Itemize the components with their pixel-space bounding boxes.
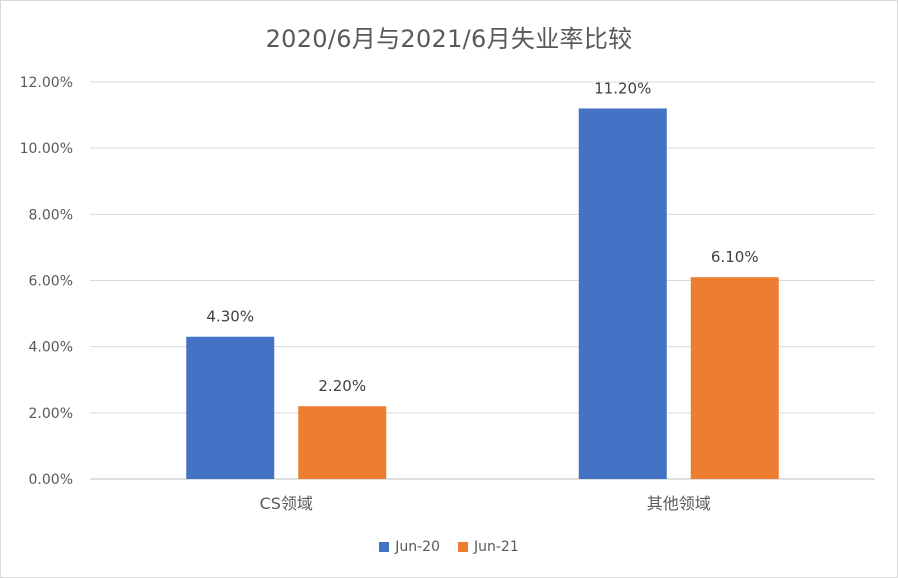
y-tick-label: 2.00% — [29, 406, 73, 422]
legend-label-jun-21: Jun-21 — [474, 539, 519, 555]
y-tick-label: 10.00% — [20, 141, 73, 157]
y-tick-label: 0.00% — [29, 472, 73, 488]
legend-swatch-jun-20 — [379, 542, 390, 552]
legend-label-jun-20: Jun-20 — [395, 539, 440, 555]
data-label: 6.10% — [711, 248, 759, 266]
bar-jun-20-1 — [578, 108, 667, 479]
bar-jun-20-0 — [186, 336, 275, 479]
chart-title: 2020/6月与2021/6月失业率比较 — [265, 25, 633, 53]
legend-item-jun-21: Jun-21 — [458, 539, 519, 555]
y-tick-label: 12.00% — [20, 75, 73, 91]
category-labels: CS领域 其他领域 — [260, 494, 711, 513]
legend: Jun-20 Jun-21 — [1, 539, 897, 555]
bar-jun-21-1 — [690, 277, 779, 479]
category-label: 其他领域 — [647, 494, 711, 513]
data-label: 4.30% — [206, 308, 254, 326]
data-labels: 4.30% 2.20% 11.20% 6.10% — [206, 79, 758, 395]
y-tick-label: 4.00% — [29, 340, 73, 356]
bar-jun-21-0 — [298, 406, 387, 479]
category-label: CS领域 — [260, 494, 313, 513]
data-label: 2.20% — [318, 377, 366, 395]
y-tick-label: 6.00% — [29, 274, 73, 290]
bars — [186, 108, 779, 479]
y-axis-ticks: 0.00% 2.00% 4.00% 6.00% 8.00% 10.00% 12.00% — [20, 75, 73, 488]
data-label: 11.20% — [594, 79, 651, 97]
legend-swatch-jun-21 — [458, 542, 468, 552]
legend-item-jun-20: Jun-20 — [379, 539, 440, 555]
y-tick-label: 8.00% — [29, 207, 73, 223]
